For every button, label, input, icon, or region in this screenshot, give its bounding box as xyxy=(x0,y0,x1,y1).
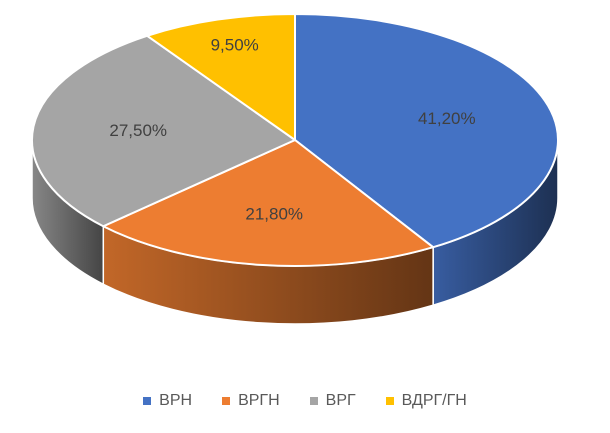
pie-slice-врг xyxy=(31,34,296,228)
pie-slices xyxy=(31,13,559,267)
legend-item-врг: ВРГ xyxy=(309,392,356,410)
data-label-врн: 41,20% xyxy=(418,109,476,128)
pie-slice-врн xyxy=(294,13,559,249)
legend-label: ВРГН xyxy=(238,392,280,409)
legend-item-вргн: ВРГН xyxy=(222,392,280,410)
legend-swatch xyxy=(143,397,152,405)
legend-item-вдрг-гн: ВДРГ/ГН xyxy=(385,392,467,410)
legend-swatch xyxy=(309,397,318,405)
pie-slice-вдрг-гн xyxy=(146,13,296,141)
data-label-врг: 27,50% xyxy=(109,121,167,140)
pie-slice-вргн xyxy=(102,139,435,267)
data-label-вргн: 21,80% xyxy=(245,204,303,223)
legend-item-врн: ВРН xyxy=(143,392,192,410)
legend-swatch xyxy=(222,397,231,405)
legend-label: ВРН xyxy=(159,392,193,409)
legend-label: ВДРГ/ГН xyxy=(401,392,467,409)
pie-data-labels: 41,20% 21,80% 27,50% 9,50% xyxy=(109,36,475,224)
legend-label: ВРГ xyxy=(325,392,356,409)
data-label-вдрг-гн: 9,50% xyxy=(211,36,259,55)
legend-swatch xyxy=(385,397,394,405)
chart-legend: ВРН ВРГН ВРГ ВДРГ/ГН xyxy=(0,392,610,410)
